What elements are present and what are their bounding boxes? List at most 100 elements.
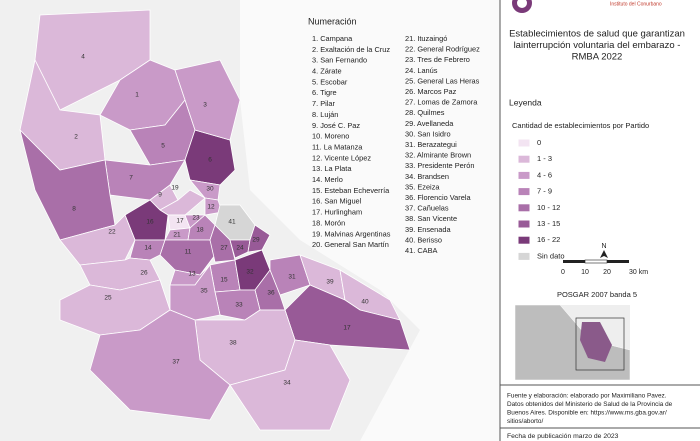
scale-label: 10 (581, 269, 589, 276)
district-label: 5 (161, 143, 165, 150)
numbering-item: 32. Almirante Brown (405, 151, 471, 160)
numbering-item: 12. Vicente López (312, 153, 371, 162)
source-text: Fuente y elaboración: elaborado por Maxi… (507, 393, 667, 400)
district-label: 15 (220, 277, 228, 284)
legend-swatch (517, 170, 531, 180)
district-label: 23 (192, 215, 200, 222)
district-label: 8 (72, 206, 76, 213)
projection: POSGAR 2007 banda 5 (557, 290, 637, 299)
numbering-item: 10. Moreno (312, 132, 349, 141)
legend-label: 16 - 22 (537, 235, 560, 244)
district-label: 12 (207, 204, 215, 211)
source-text: Buenos Aires. Disponible en: https://www… (507, 410, 667, 417)
numbering-item: 15. Esteban Echeverría (312, 186, 390, 195)
district (209, 224, 236, 263)
north-label: N (601, 243, 606, 250)
legend-label: 7 - 9 (537, 187, 552, 196)
district-label: 37 (172, 359, 180, 366)
district-label: 6 (208, 157, 212, 164)
numbering-title: Numeración (308, 16, 357, 26)
source-text: Datos obtenidos del Ministerio de Salud … (507, 401, 673, 408)
legend-swatch (517, 219, 531, 229)
inset-land (514, 304, 631, 381)
numbering-item: 11. La Matanza (312, 142, 363, 151)
legend-swatch (517, 154, 531, 164)
numbering-item: 4. Zárate (312, 67, 342, 76)
numbering-item: 31. Berazategui (405, 140, 457, 149)
district (174, 59, 241, 141)
numbering-item: 16. San Miguel (312, 197, 362, 206)
numbering-item: 41. CABA (405, 246, 438, 255)
numbering-item: 1. Campana (312, 34, 353, 43)
legend-swatch (517, 138, 531, 148)
district-label: 17 (176, 218, 184, 225)
district-label: 21 (173, 232, 181, 239)
legend-label: 0 (537, 138, 541, 147)
district-label: 17 (343, 325, 351, 332)
numbering-item: 14. Merlo (312, 175, 343, 184)
district-label: 26 (140, 270, 148, 277)
district-label: 27 (220, 245, 228, 252)
district-label: 11 (185, 249, 192, 256)
numbering-item: 36. Florencio Varela (405, 193, 471, 202)
district (19, 128, 116, 241)
district-label: 33 (235, 302, 243, 309)
numbering-item: 26. Marcos Paz (405, 87, 457, 96)
numbering-item: 40. Berisso (405, 235, 442, 244)
inset-frame (575, 317, 625, 371)
district-label: 30 (206, 186, 214, 193)
district (269, 254, 311, 296)
numbering-item: 22. General Rodríguez (405, 45, 480, 54)
legend-label: Sin dato (537, 251, 565, 260)
numbering-item: 37. Cañuelas (405, 204, 449, 213)
legend-swatch (517, 251, 531, 261)
district-label: 35 (200, 288, 208, 295)
numbering-item: 30. San Isidro (405, 129, 451, 138)
numbering-item: 28. Quilmes (405, 108, 445, 117)
district-label: 34 (283, 380, 291, 387)
district-label: 7 (129, 175, 133, 182)
logo-mark (517, 0, 527, 8)
district-label: 19 (171, 185, 179, 192)
numbering-item: 29. Avellaneda (405, 119, 454, 128)
scale-label: 30 km (629, 269, 648, 276)
scale-label: 0 (561, 269, 565, 276)
district-label: 4 (81, 54, 85, 61)
inset-rmba (580, 322, 612, 362)
numbering-item: 25. General Las Heras (405, 76, 480, 85)
district-label: 2 (74, 134, 78, 141)
numbering-item: 24. Lanús (405, 66, 438, 75)
district-label: 3 (203, 102, 207, 109)
legend-swatch (517, 187, 531, 197)
numbering-item: 2. Exaltación de la Cruz (312, 45, 390, 54)
numbering-item: 13. La Plata (312, 164, 352, 173)
district-label: 16 (146, 219, 154, 226)
district-label: 41 (228, 219, 236, 226)
map-title: Establecimientos de salud que garantizan (509, 29, 685, 40)
numbering-item: 6. Tigre (312, 88, 337, 97)
map-title: RMBA 2022 (572, 52, 623, 63)
district-label: 1 (135, 92, 139, 99)
numbering-item: 19. Malvinas Argentinas (312, 229, 391, 238)
district (247, 224, 271, 253)
district-label: 40 (361, 299, 369, 306)
legend-label: 1 - 3 (537, 154, 552, 163)
scale-label: 20 (603, 269, 611, 276)
district-label: 18 (196, 227, 204, 234)
numbering-item: 39. Ensenada (405, 225, 452, 234)
district (89, 309, 231, 421)
river (240, 0, 500, 441)
district-label: 9 (158, 192, 162, 199)
scale-bar (584, 259, 608, 264)
source-text: sitios/aborto/ (507, 418, 543, 425)
numbering-item: 8. Luján (312, 110, 338, 119)
district (129, 239, 166, 261)
numbering-item: 9. José C. Paz (312, 121, 360, 130)
numbering-item: 18. Morón (312, 218, 345, 227)
district-label: 38 (229, 340, 237, 347)
district-label: 24 (236, 245, 244, 252)
legend-label: 13 - 15 (537, 219, 560, 228)
scale-bar (607, 260, 629, 263)
